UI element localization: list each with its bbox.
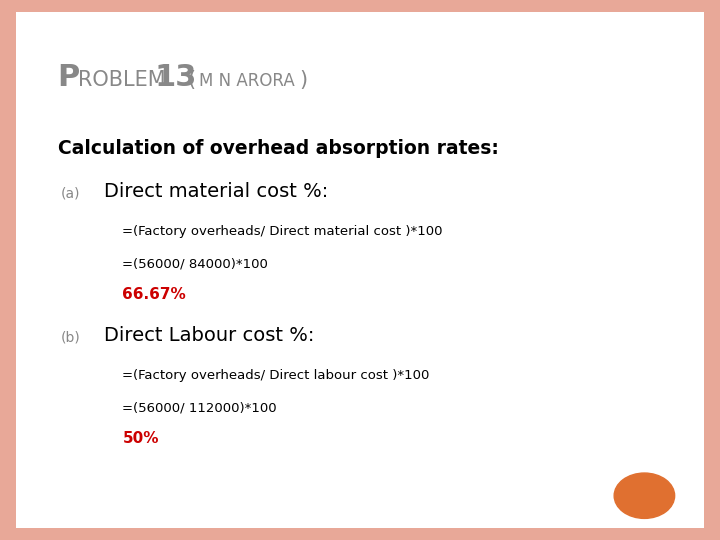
Text: Calculation of overhead absorption rates:: Calculation of overhead absorption rates… [58, 139, 498, 158]
Text: ROBLEM: ROBLEM [78, 70, 166, 90]
Text: M N ARORA: M N ARORA [199, 72, 294, 90]
Text: =(56000/ 112000)*100: =(56000/ 112000)*100 [122, 401, 277, 415]
Text: =(Factory overheads/ Direct labour cost )*100: =(Factory overheads/ Direct labour cost … [122, 369, 430, 382]
Text: (a): (a) [61, 186, 81, 200]
Text: Direct material cost %:: Direct material cost %: [104, 182, 328, 201]
Text: 66.67%: 66.67% [122, 287, 186, 302]
Text: 50%: 50% [122, 431, 159, 446]
Text: (: ( [187, 70, 195, 90]
Text: (b): (b) [61, 330, 81, 345]
Text: Direct Labour cost %:: Direct Labour cost %: [104, 326, 315, 345]
Text: ): ) [300, 70, 307, 90]
Circle shape [614, 473, 675, 518]
Text: 13: 13 [155, 63, 197, 92]
Text: =(56000/ 84000)*100: =(56000/ 84000)*100 [122, 257, 269, 271]
Text: P: P [58, 63, 80, 92]
Text: =(Factory overheads/ Direct material cost )*100: =(Factory overheads/ Direct material cos… [122, 225, 443, 238]
